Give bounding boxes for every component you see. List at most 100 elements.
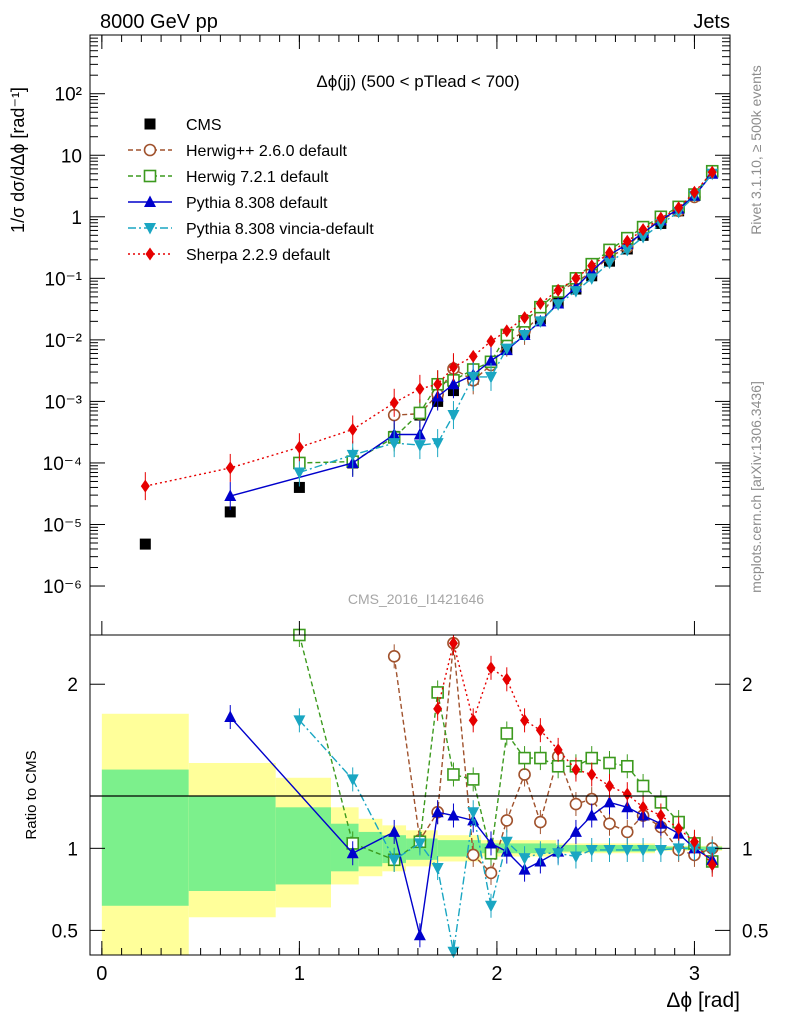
pythia-8-308-vincia-default-point [388, 438, 401, 450]
sherpa-2-2-9-default-ratio-point [689, 835, 699, 849]
sherpa-2-2-9-default-ratio-point [656, 809, 666, 823]
sherpa-2-2-9-default-ratio-point [638, 800, 648, 814]
legend-label-pythia-8-308-default: Pythia 8.308 default [186, 195, 328, 212]
sherpa-2-2-9-default-ratio-point [468, 713, 478, 727]
pythia-8-308-vincia-default-point [585, 273, 598, 285]
x-tick-label: 2 [491, 963, 502, 985]
legend-marker-cms [144, 118, 156, 130]
sherpa-2-2-9-default-ratio-point [433, 702, 443, 716]
herwig-7-2-1-default-ratio-point [447, 768, 460, 781]
sherpa-2-2-9-default-ratio-point [520, 713, 530, 727]
pythia-8-308-default-ratio-point [603, 795, 616, 808]
sherpa-2-2-9-default-point [486, 334, 496, 348]
sherpa-2-2-9-default-point [622, 234, 632, 248]
pythia-8-308-vincia-default-ratio-point [672, 843, 685, 855]
ratio-tick-label: 1 [67, 839, 78, 860]
legend-marker-pythia-8-308-default [144, 195, 156, 207]
herwig-2-6-0-default-ratio-point [500, 814, 514, 827]
y-tick-label: 1 [71, 208, 82, 229]
ratio-axis-label: Ratio to CMS [23, 750, 40, 839]
herwig-7-2-1-default-ratio-point [551, 759, 565, 773]
sherpa-2-2-9-default-ratio-point [535, 723, 545, 737]
cms-point [224, 506, 236, 518]
pythia-8-308-vincia-default-ratio-point [637, 844, 650, 857]
cms-point [139, 538, 151, 550]
sherpa-2-2-9-default-point [605, 246, 615, 260]
herwig-2-6-0-default-ratio-point [534, 815, 547, 829]
pythia-8-308-vincia-default-point [621, 244, 634, 257]
pythia-8-308-default-ratio-point [569, 825, 582, 837]
pythia-8-308-default-ratio-point [346, 846, 359, 859]
analysis-watermark: CMS_2016_I1421646 [348, 591, 484, 607]
pythia-8-308-vincia-default-ratio-point [388, 854, 401, 867]
pythia-8-308-vincia-default-ratio-point [413, 838, 426, 850]
band-inner-8 [481, 843, 557, 854]
pythia-8-308-default-point [484, 354, 497, 366]
y-tick-label: 10⁻⁴ [43, 454, 82, 475]
herwig-2-6-0-default-ratio-point [569, 797, 583, 811]
pythia-8-308-vincia-default-point [447, 410, 460, 422]
rivet-label: Rivet 3.1.10, ≥ 500k events [748, 65, 764, 235]
y-tick-label: 10⁻² [45, 331, 83, 352]
herwig-7-2-1-default-ratio-point [518, 751, 531, 765]
pythia-8-308-vincia-default-point [467, 371, 480, 384]
sherpa-2-2-9-default-point [468, 349, 478, 363]
sherpa-2-2-9-default-point [587, 259, 597, 273]
sherpa-2-2-9-default-ratio-point [674, 822, 684, 836]
herwig-2-6-0-default-ratio-point [484, 866, 498, 880]
sherpa-2-2-9-default-point [502, 324, 512, 338]
pythia-8-308-default-ratio-point [621, 800, 634, 813]
pythia-8-308-vincia-default-ratio-point [654, 844, 667, 857]
band-inner-0 [101, 769, 189, 906]
pythia-8-308-vincia-default-ratio-point [706, 846, 719, 859]
herwig-7-2-1-default-ratio-point [534, 751, 547, 765]
pythia-8-308-default-ratio-point [224, 710, 237, 723]
pythia-8-308-vincia-default-point [654, 219, 667, 231]
pythia-8-308-default-ratio-point [388, 825, 401, 837]
pythia-8-308-default-point [224, 489, 237, 502]
pythia-8-308-default-ratio-point [585, 809, 598, 821]
pythia-8-308-vincia-default-ratio-point [552, 848, 565, 860]
legend-label-herwig-2-6-0-default: Herwig++ 2.6.0 default [186, 143, 348, 160]
sherpa-2-2-9-default-point [433, 377, 443, 391]
legend-marker-sherpa-2-2-9-default [145, 247, 155, 261]
x-axis-label: Δϕ [rad] [666, 989, 740, 1012]
sherpa-2-2-9-default-line [145, 171, 713, 487]
sherpa-2-2-9-default-point [689, 185, 699, 199]
legend-marker-pythia-8-308-vincia-default [144, 223, 156, 235]
legend-label-herwig-7-2-1-default: Herwig 7.2.1 default [186, 169, 329, 186]
sherpa-2-2-9-default-ratio-point [486, 661, 496, 675]
pythia-8-308-vincia-default-point [346, 449, 359, 462]
pythia-8-308-vincia-default-point [518, 330, 531, 342]
series-layer [139, 164, 719, 959]
y-tick-label: 10⁻³ [45, 392, 83, 413]
herwig-2-6-0-default-ratio-point [466, 848, 480, 862]
y-tick-label: 10² [55, 85, 82, 106]
herwig-7-2-1-default-ratio-point [466, 773, 480, 786]
sherpa-2-2-9-default-ratio-point [587, 767, 597, 781]
sherpa-2-2-9-default-point [674, 201, 684, 215]
pythia-8-308-vincia-default-point [552, 299, 565, 311]
sherpa-2-2-9-default-point [415, 382, 425, 396]
pythia-8-308-default-ratio-point [413, 928, 426, 941]
ratio-tick-label-right: 0.5 [742, 921, 768, 942]
pythia-8-308-vincia-default-ratio-point [447, 946, 460, 959]
herwig-7-2-1-default-line [299, 170, 713, 464]
pythia-8-308-default-point [447, 377, 460, 390]
y-tick-label: 10⁻⁵ [43, 515, 82, 536]
pythia-8-308-vincia-default-ratio-point [346, 774, 359, 786]
pythia-8-308-vincia-default-ratio-point [534, 848, 547, 860]
herwig-7-2-1-default-ratio-point [603, 756, 616, 770]
pythia-8-308-vincia-default-ratio-point [569, 851, 582, 864]
pythia-8-308-default-ratio-point [484, 836, 497, 849]
mcplots-label: mcplots.cern.ch [arXiv:1306.3436] [748, 381, 764, 593]
pythia-8-308-vincia-default-line [299, 173, 713, 474]
band-inner-1 [188, 795, 276, 891]
x-tick-label: 3 [689, 963, 700, 985]
herwig-2-6-0-default-ratio-point [585, 792, 599, 806]
sherpa-2-2-9-default-point [348, 422, 358, 436]
sherpa-2-2-9-default-point [520, 311, 530, 325]
band-inner-2 [275, 807, 331, 885]
pythia-8-308-vincia-default-ratio-point [585, 844, 598, 857]
